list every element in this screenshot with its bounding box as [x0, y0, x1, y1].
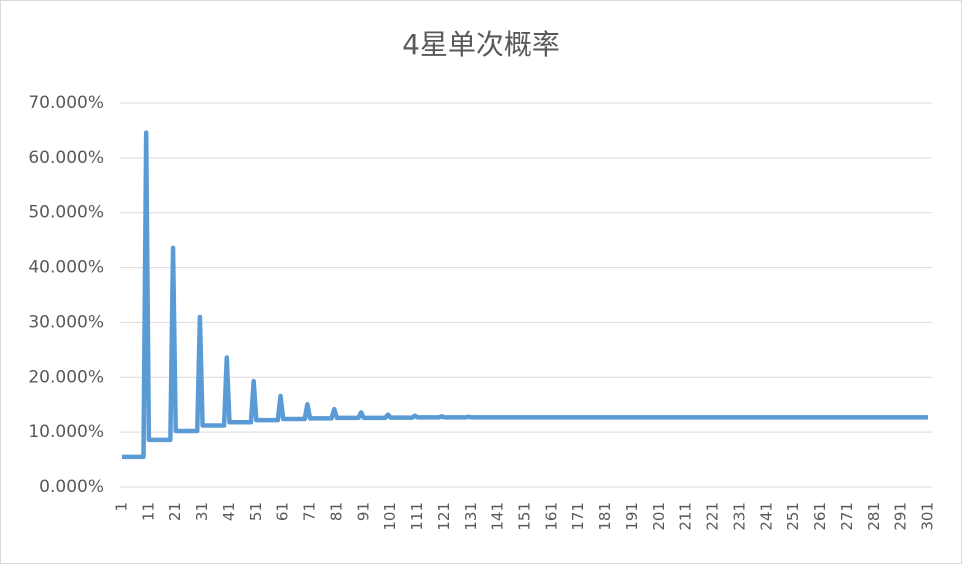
y-tick-label: 0.000%: [39, 477, 104, 497]
x-tick-label: 231: [730, 502, 748, 531]
x-tick-label: 121: [435, 502, 453, 531]
x-tick-label: 271: [838, 502, 856, 531]
x-tick-label: 171: [569, 502, 587, 531]
y-tick-label: 20.000%: [28, 367, 104, 387]
x-tick-label: 21: [166, 502, 184, 521]
y-tick-label: 50.000%: [28, 203, 104, 223]
x-tick-label: 301: [919, 502, 937, 531]
x-tick-label: 51: [247, 502, 265, 521]
y-tick-label: 30.000%: [28, 312, 104, 332]
x-tick-label: 141: [489, 502, 507, 531]
x-tick-label: 151: [516, 502, 534, 531]
x-tick-label: 161: [542, 502, 560, 531]
line-series: [122, 130, 928, 460]
x-tick-label: 31: [193, 502, 211, 521]
x-tick-label: 81: [327, 502, 345, 521]
x-tick-label: 91: [354, 502, 372, 521]
x-tick-label: 291: [892, 502, 910, 531]
x-tick-label: 131: [462, 502, 480, 531]
x-tick-label: 221: [704, 502, 722, 531]
x-tick-label: 191: [623, 502, 641, 531]
x-tick-label: 211: [677, 502, 695, 531]
y-tick-label: 70.000%: [28, 93, 104, 113]
x-tick-label: 101: [381, 502, 399, 531]
x-tick-label: 181: [596, 502, 614, 531]
x-tick-label: 61: [274, 502, 292, 521]
y-tick-label: 60.000%: [28, 148, 104, 168]
x-tick-label: 251: [784, 502, 802, 531]
y-tick-label: 10.000%: [28, 422, 104, 442]
x-tick-label: 241: [757, 502, 775, 531]
x-tick-label: 11: [139, 502, 157, 521]
chart-title: 4星单次概率: [402, 28, 560, 61]
x-tick-label: 281: [865, 502, 883, 531]
x-tick-label: 1: [113, 502, 131, 512]
x-tick-label: 41: [220, 502, 238, 521]
y-tick-label: 40.000%: [28, 258, 104, 278]
x-tick-label: 261: [811, 502, 829, 531]
x-tick-label: 71: [301, 502, 319, 521]
x-tick-label: 201: [650, 502, 668, 531]
x-tick-label: 111: [408, 502, 426, 531]
